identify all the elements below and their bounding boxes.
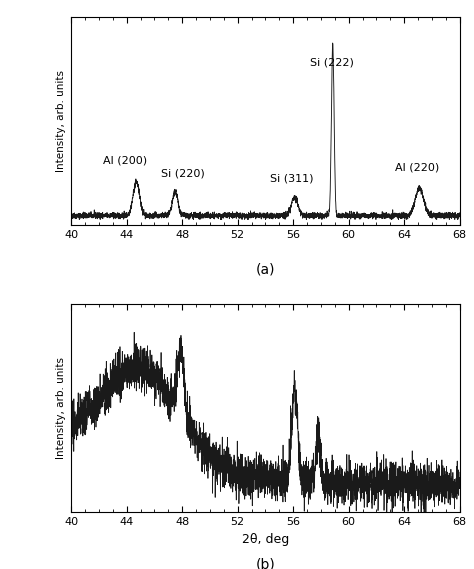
Text: (b): (b): [255, 558, 275, 569]
Text: Si (311): Si (311): [270, 174, 313, 184]
Y-axis label: Intensity, arb. units: Intensity, arb. units: [55, 70, 65, 172]
X-axis label: 2θ, deg: 2θ, deg: [242, 533, 289, 546]
Text: Si (220): Si (220): [161, 168, 205, 178]
Text: Al (200): Al (200): [103, 155, 147, 165]
Text: Al (220): Al (220): [394, 163, 439, 173]
Text: (a): (a): [255, 262, 275, 277]
Text: Si (222): Si (222): [310, 58, 354, 68]
Y-axis label: Intensity, arb. units: Intensity, arb. units: [55, 357, 65, 459]
